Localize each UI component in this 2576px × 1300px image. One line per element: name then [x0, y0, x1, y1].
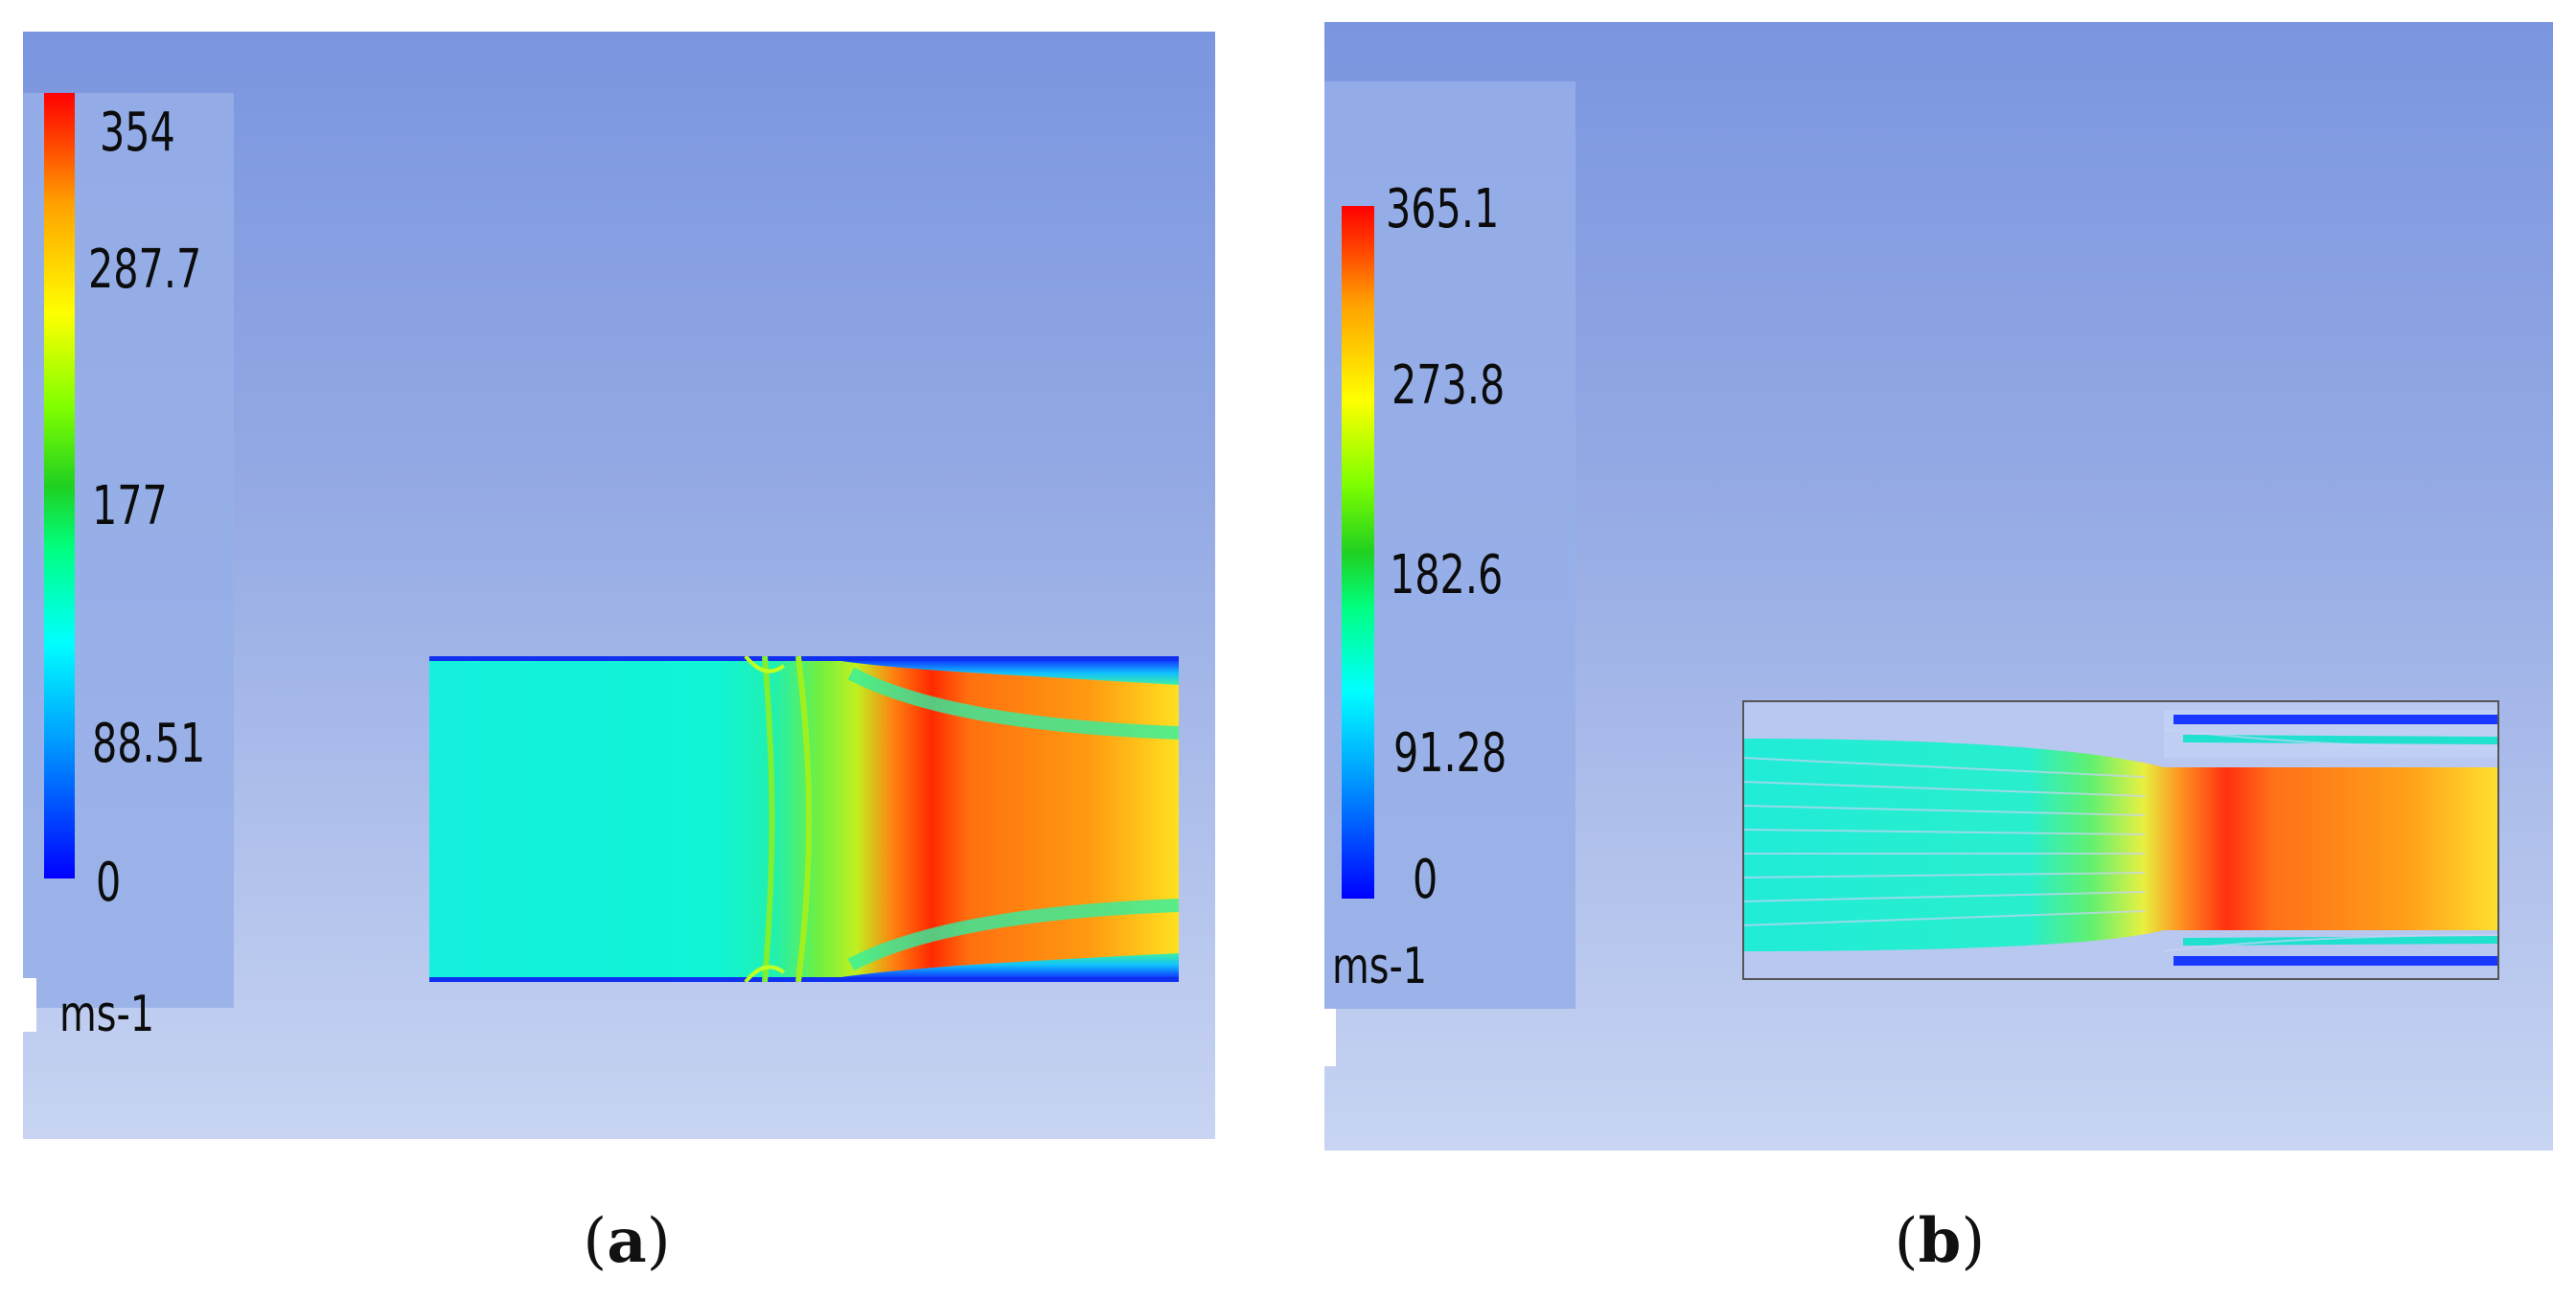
legend-tick-a-max: 354 [100, 102, 175, 164]
colorbar-a [44, 93, 75, 878]
contour-panel-b: 365.1 273.8 182.6 91.28 0 ms-1 [1324, 22, 2553, 1151]
colorbar-b [1342, 206, 1374, 899]
legend-tick-a-min: 0 [96, 852, 122, 914]
velocity-field-b [1742, 700, 2499, 980]
legend-notch-a [23, 978, 36, 1032]
legend-tick-b-2: 273.8 [1392, 354, 1506, 417]
legend-unit-b: ms-1 [1332, 938, 1428, 995]
caption-b: (b) [1894, 1205, 1986, 1277]
legend-notch-b [1324, 1009, 1336, 1066]
legend-tick-a-2: 287.7 [88, 239, 202, 301]
legend-tick-b-4: 91.28 [1393, 722, 1507, 785]
legend-tick-b-max: 365.1 [1386, 178, 1500, 240]
legend-tick-b-3: 182.6 [1390, 544, 1504, 606]
contour-panel-a: 354 287.7 177 88.51 0 ms-1 [23, 32, 1215, 1139]
legend-tick-a-3: 177 [92, 475, 168, 537]
legend-unit-a: ms-1 [59, 986, 155, 1043]
legend-tick-a-4: 88.51 [92, 713, 206, 775]
legend-tick-b-min: 0 [1413, 849, 1438, 911]
velocity-field-a [429, 656, 1179, 982]
caption-a: (a) [583, 1205, 671, 1277]
